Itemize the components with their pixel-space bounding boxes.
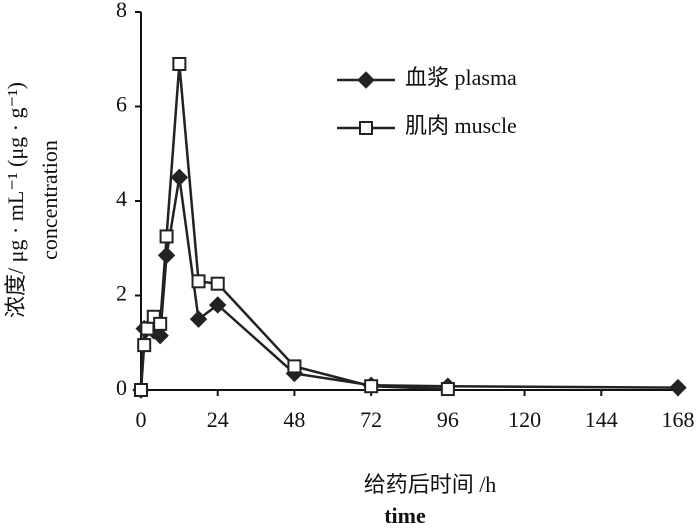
marker-square [137,338,152,353]
x-tick-label: 72 [360,407,382,432]
x-tick-label: 24 [207,407,229,432]
y-axis-title: 浓度/ μg · mL⁻¹ (μg · g⁻¹) [3,82,28,318]
y-axis-title-en: concentration [37,140,62,260]
x-tick-label: 120 [508,407,541,432]
y-tick-label: 4 [116,186,127,211]
marker-diamond [151,326,169,345]
x-tick-label: 168 [662,407,695,432]
marker-square [191,274,206,289]
marker-square [364,379,379,394]
x-tick-label: 96 [437,407,459,432]
marker-diamond [209,296,227,314]
legend-marker [359,121,373,135]
marker-diamond [189,310,208,328]
x-tick-label: 144 [585,407,618,432]
legend-label: 血浆 plasma [405,65,517,90]
marker-square [287,359,302,374]
marker-square [210,276,225,291]
legend-label: 肌肉 muscle [405,113,517,138]
marker-diamond [170,168,189,187]
marker-diamond [669,378,687,397]
x-tick-label: 0 [136,407,147,432]
y-tick-label: 6 [116,92,127,117]
legend-marker [357,71,375,89]
marker-square [440,382,455,397]
y-tick-label: 0 [116,375,127,400]
y-tick-label: 8 [116,0,127,22]
marker-diamond [157,246,176,265]
x-axis-title: 给药后时间 /h [364,472,497,497]
marker-square [153,316,168,331]
marker-square [172,56,187,71]
marker-square [159,229,174,244]
y-tick-label: 2 [116,281,127,306]
marker-square [140,321,155,336]
x-axis-title-en: time [384,503,426,528]
x-tick-label: 48 [283,407,305,432]
marker-square [134,383,148,397]
